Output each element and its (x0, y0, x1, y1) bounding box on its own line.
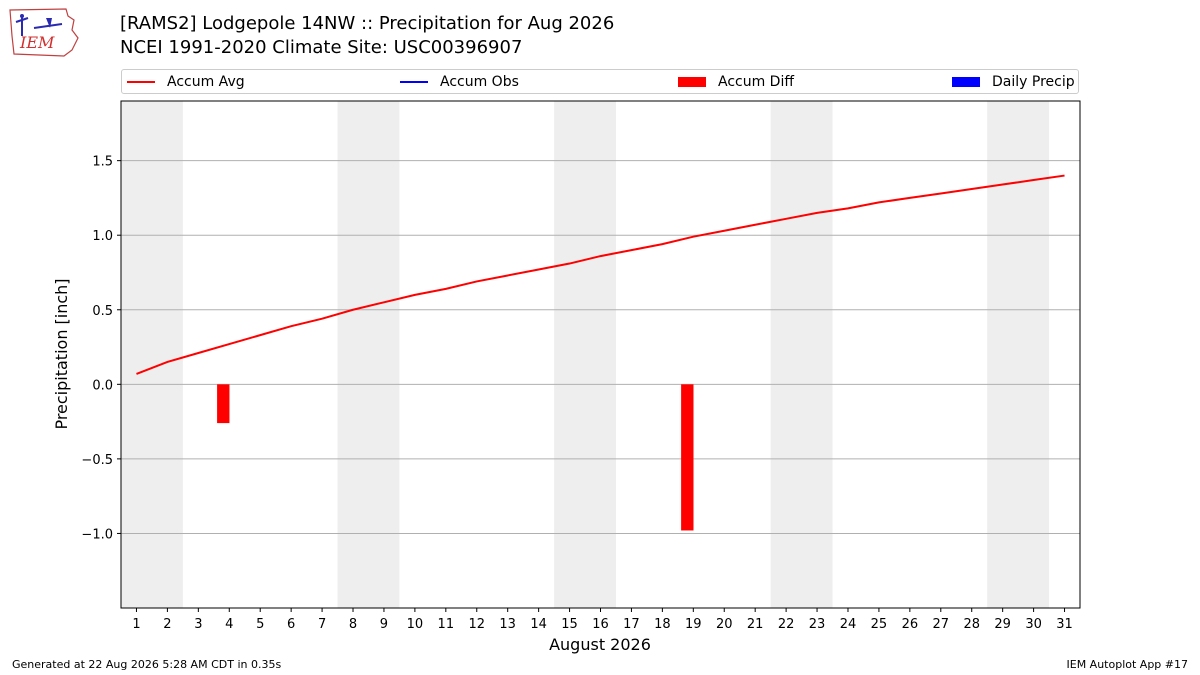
weekend-shading (121, 101, 1050, 608)
legend-item-daily-precip: Daily Precip (952, 70, 1075, 93)
plot-frame (120, 100, 1081, 609)
legend-swatch-accum-diff (678, 76, 706, 87)
x-tick-label: 14 (530, 617, 547, 632)
logo-text: IEM (19, 33, 55, 52)
x-tick-label: 17 (623, 617, 640, 632)
y-tick-label: 0.0 (92, 378, 113, 393)
legend-item-accum-obs: Accum Obs (400, 70, 519, 93)
legend-label-accum-avg: Accum Avg (167, 73, 245, 90)
y-tick-label: −0.5 (81, 453, 113, 468)
legend-swatch-accum-avg (127, 80, 155, 83)
legend-item-accum-avg: Accum Avg (127, 70, 245, 93)
x-tick-label: 8 (349, 617, 357, 632)
x-tick-label: 13 (499, 617, 516, 632)
weekend-band-1 (121, 101, 183, 608)
x-tick-label: 31 (1056, 617, 1073, 632)
legend: Accum Avg Accum Obs Accum Diff Daily Pre… (121, 69, 1079, 94)
legend-label-accum-obs: Accum Obs (440, 73, 519, 90)
grid-lines (121, 160, 1080, 534)
iem-logo-icon: IEM (9, 8, 79, 57)
y-tick-label: −1.0 (81, 527, 113, 542)
legend-swatch-accum-obs (400, 80, 428, 83)
x-axis-label: August 2026 (549, 635, 651, 654)
y-tick-label: 1.5 (92, 155, 113, 170)
x-tick-label: 10 (407, 617, 424, 632)
x-tick-label: 16 (592, 617, 609, 632)
accum-diff-bar (217, 384, 230, 424)
legend-swatch-daily-precip (952, 76, 980, 87)
x-axis: 1 2 3 4 5 6 7 8 9 10 11 12 13 14 15 16 17 18 19 20 21 22 23 24 2… (132, 608, 1073, 632)
series-lines (136, 174, 1065, 375)
x-tick-label: 9 (380, 617, 388, 632)
legend-item-accum-diff: Accum Diff (678, 70, 794, 93)
legend-label-accum-diff: Accum Diff (718, 73, 795, 90)
x-tick-label: 7 (318, 617, 326, 632)
x-tick-label: 18 (654, 617, 671, 632)
y-tick-label: 1.0 (92, 229, 113, 244)
x-tick-label: 26 (902, 617, 919, 632)
x-tick-label: 4 (225, 617, 233, 632)
x-tick-label: 23 (809, 617, 826, 632)
x-tick-label: 6 (287, 617, 295, 632)
x-tick-label: 20 (716, 617, 733, 632)
weekend-band-2 (337, 101, 400, 608)
x-tick-label: 1 (132, 617, 140, 632)
x-tick-label: 5 (256, 617, 264, 632)
x-tick-label: 29 (994, 617, 1011, 632)
generated-timestamp: Generated at 22 Aug 2026 5:28 AM CDT in … (12, 658, 282, 671)
accum-diff-bars (217, 384, 694, 531)
x-tick-label: 28 (963, 617, 980, 632)
weekend-band-5 (987, 101, 1050, 608)
x-tick-label: 21 (747, 617, 764, 632)
x-tick-label: 3 (194, 617, 202, 632)
legend-label-daily-precip: Daily Precip (992, 73, 1075, 90)
app-credit: IEM Autoplot App #17 (1066, 658, 1189, 671)
x-tick-label: 11 (438, 617, 455, 632)
y-tick-label: 0.5 (92, 304, 113, 319)
accum-diff-bar (681, 384, 694, 531)
x-tick-label: 25 (871, 617, 888, 632)
x-tick-label: 2 (163, 617, 171, 632)
x-tick-label: 15 (561, 617, 578, 632)
x-tick-label: 30 (1025, 617, 1042, 632)
chart-title: [RAMS2] Lodgepole 14NW :: Precipitation … (120, 12, 614, 60)
x-tick-label: 12 (468, 617, 485, 632)
y-axis-label: Precipitation [inch] (52, 278, 71, 429)
title-line-1: [RAMS2] Lodgepole 14NW :: Precipitation … (120, 13, 615, 34)
title-line-2: NCEI 1991-2020 Climate Site: USC00396907 (120, 37, 523, 58)
accum-avg-line (136, 174, 1065, 375)
x-tick-label: 24 (840, 617, 857, 632)
x-tick-label: 22 (778, 617, 795, 632)
y-axis: −1.0 −0.5 0.0 0.5 1.0 1.5 (81, 155, 121, 542)
weekend-band-3 (554, 101, 616, 608)
x-tick-label: 27 (933, 617, 950, 632)
weekend-band-4 (770, 101, 833, 608)
x-tick-label: 19 (685, 617, 702, 632)
